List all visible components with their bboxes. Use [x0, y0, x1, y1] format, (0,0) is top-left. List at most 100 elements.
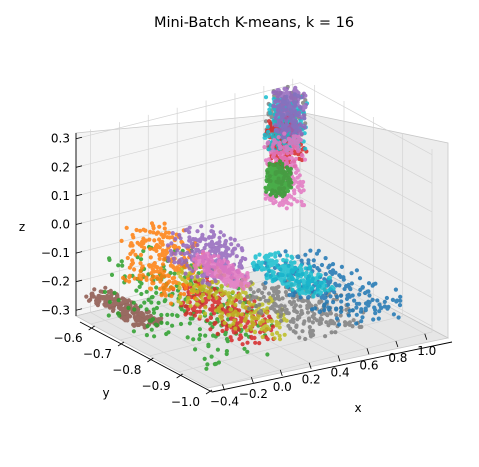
data-point [152, 334, 157, 339]
data-point [286, 168, 291, 173]
data-point [300, 183, 305, 189]
data-point [138, 252, 144, 257]
data-point [126, 313, 131, 318]
data-point [204, 366, 209, 371]
z-tick-mark [75, 194, 83, 197]
data-point [337, 322, 342, 327]
data-point [284, 160, 289, 165]
data-point [172, 260, 177, 265]
data-point [237, 270, 242, 276]
data-point [147, 264, 153, 269]
data-point [289, 202, 294, 207]
data-point [299, 199, 304, 204]
data-point [134, 288, 139, 293]
data-point [279, 318, 284, 323]
data-point [298, 295, 303, 300]
data-point [219, 265, 224, 270]
data-point [277, 202, 282, 207]
data-point [161, 288, 166, 293]
data-point [162, 299, 167, 304]
data-point [131, 235, 136, 240]
data-point [266, 129, 271, 134]
x-axis-ticks: −0.4−0.2 0.0 0.2 0.4 0.6 0.8 1.0 [210, 333, 436, 408]
data-point [235, 321, 240, 326]
data-point [384, 295, 389, 301]
data-point [185, 299, 190, 305]
data-point [286, 103, 291, 108]
data-point [295, 112, 300, 117]
data-point [213, 320, 218, 325]
data-point [196, 277, 201, 283]
data-point [121, 275, 126, 280]
data-point [280, 113, 285, 118]
data-point [274, 319, 279, 324]
data-point [299, 189, 304, 195]
data-point [326, 276, 331, 281]
data-point [339, 264, 344, 269]
data-point [125, 302, 130, 307]
data-point [160, 262, 166, 267]
data-point [221, 233, 226, 238]
data-point [119, 238, 124, 243]
data-point [317, 321, 322, 326]
data-point [338, 313, 343, 318]
data-point [360, 285, 365, 290]
data-point [305, 306, 310, 311]
data-point [187, 238, 192, 243]
data-point [276, 284, 281, 289]
data-point [116, 263, 121, 268]
data-point [306, 281, 311, 286]
data-point [149, 295, 154, 300]
x-tick-mark [337, 355, 341, 362]
data-point [296, 152, 301, 157]
data-point [287, 271, 292, 276]
data-point [396, 315, 401, 320]
data-point [103, 299, 108, 304]
data-point [347, 322, 352, 327]
data-point [183, 259, 188, 264]
data-point [198, 333, 203, 338]
data-point [218, 274, 223, 279]
data-point [382, 299, 387, 304]
data-point [334, 294, 340, 299]
data-point [398, 294, 403, 299]
data-point [262, 145, 267, 150]
data-point [212, 245, 217, 250]
data-point [280, 281, 286, 286]
data-point [333, 270, 338, 275]
data-point [157, 224, 162, 229]
data-point [223, 238, 228, 244]
z-tick-mark [75, 136, 83, 140]
data-point [262, 266, 268, 271]
data-point [278, 314, 283, 319]
data-point [265, 310, 270, 315]
data-point [169, 301, 174, 306]
data-point [170, 323, 175, 328]
data-point [197, 337, 202, 342]
data-point [141, 313, 146, 318]
data-point [323, 272, 328, 277]
data-point [300, 329, 305, 334]
data-point [140, 322, 146, 327]
data-point [151, 307, 156, 312]
data-point [132, 267, 137, 272]
data-point [144, 289, 149, 294]
data-point [294, 95, 299, 100]
data-point [281, 91, 286, 96]
data-point [159, 320, 164, 325]
data-point [151, 230, 156, 235]
data-point [354, 268, 359, 273]
data-point [395, 298, 400, 303]
x-grid-line [90, 129, 223, 385]
data-point [278, 167, 283, 172]
data-point [171, 256, 176, 261]
data-point [126, 298, 131, 303]
data-point [158, 240, 163, 245]
data-point [256, 259, 261, 265]
data-point [291, 293, 296, 298]
data-point [252, 295, 257, 300]
data-point [312, 312, 317, 317]
y-axis-ticks: −0.6−0.7−0.8−0.9−1.0 [54, 325, 213, 409]
data-point [302, 123, 307, 129]
data-point [165, 321, 170, 326]
